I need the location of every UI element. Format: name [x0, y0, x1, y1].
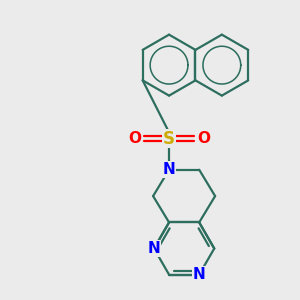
Text: S: S: [163, 130, 175, 148]
Text: N: N: [193, 267, 206, 282]
Text: N: N: [163, 162, 176, 177]
Text: O: O: [128, 131, 141, 146]
Text: O: O: [197, 131, 210, 146]
Text: N: N: [148, 241, 160, 256]
